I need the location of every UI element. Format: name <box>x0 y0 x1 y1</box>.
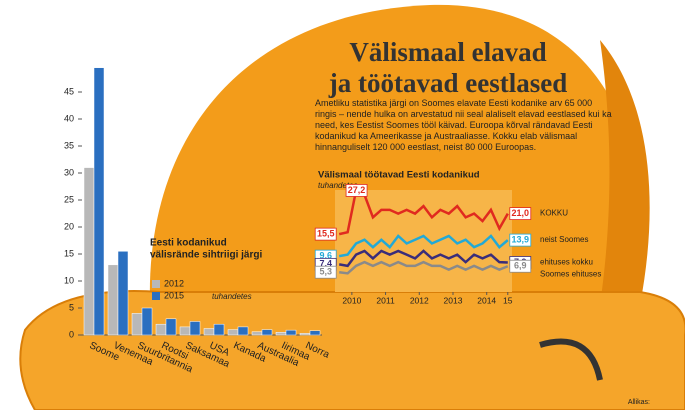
bar <box>107 264 119 336</box>
legend-swatch <box>152 292 160 300</box>
x-tick-label: 2012 <box>410 295 429 305</box>
strap <box>539 338 603 381</box>
value-label: 13,9 <box>512 234 530 244</box>
series-name: ehituses kokku <box>540 258 593 267</box>
source: Allikas: <box>628 399 650 406</box>
y-tick-label: 5 <box>69 302 74 312</box>
title-line: ja töötavad eestlased <box>328 68 567 98</box>
y-tick-label: 40 <box>64 113 74 123</box>
y-tick-label: 15 <box>64 248 74 258</box>
x-tick-label: 2014 <box>477 295 496 305</box>
y-tick-label: 30 <box>64 167 74 177</box>
bar <box>131 313 143 336</box>
bar-chart-subtitle: tuhandetes <box>212 292 252 301</box>
y-tick-label: 35 <box>64 140 74 150</box>
value-label-bg <box>314 265 337 279</box>
bar <box>179 326 191 336</box>
bar <box>165 318 177 336</box>
bar <box>83 167 95 336</box>
y-tick-label: 45 <box>64 86 74 96</box>
series-name: neist Soomes <box>540 235 588 244</box>
value-label: 5,3 <box>319 267 332 277</box>
value-label-bg <box>345 184 368 197</box>
bar <box>261 329 273 336</box>
y-tick-label: 25 <box>64 194 74 204</box>
bar-chart-title: välisrände sihtriigi järgi <box>150 250 262 261</box>
value-label-bg <box>509 259 532 273</box>
bar <box>189 321 201 336</box>
helmet-dome <box>149 4 644 306</box>
line-chart-title: Välismaal töötavad Eesti kodanikud <box>318 170 480 181</box>
bar <box>275 332 287 336</box>
helmet-shade <box>600 40 650 305</box>
bar-chart-title: Eesti kodanikud <box>150 238 227 249</box>
bar <box>93 67 105 336</box>
bar <box>155 323 167 336</box>
line-chart-subtitle: tuhandetes <box>318 181 358 190</box>
value-label: 21,0 <box>512 208 530 218</box>
bar <box>251 331 263 336</box>
bar <box>117 251 129 336</box>
value-label: 15,5 <box>317 229 335 239</box>
title-line: Välismaal elavad <box>349 37 546 67</box>
x-tick-label: 15 <box>503 295 513 305</box>
x-tick-label: 2010 <box>342 295 361 305</box>
line <box>338 234 509 258</box>
intro-text: Ametliku statistika järgi on Soomes elav… <box>315 98 612 152</box>
x-tick-label: 2013 <box>444 295 463 305</box>
bar <box>237 326 249 336</box>
bar <box>227 329 239 336</box>
bar <box>213 323 225 336</box>
value-label: 6,9 <box>514 261 527 271</box>
series-name: KOKKU <box>540 209 568 218</box>
y-tick-label: 20 <box>64 221 74 231</box>
bar <box>309 330 321 336</box>
bar <box>285 329 297 336</box>
intro-box: Ametliku statistika järgi on Soomes elav… <box>315 98 612 152</box>
value-label: 27,2 <box>348 185 366 195</box>
value-label-bg <box>314 227 337 241</box>
value-label: 9,6 <box>319 251 332 261</box>
y-tick-label: 10 <box>64 275 74 285</box>
line <box>338 188 509 236</box>
x-tick-label: 2011 <box>376 295 395 305</box>
series-name: Soomes ehituses <box>540 269 601 278</box>
helmet-brim <box>19 290 685 410</box>
value-label-bg <box>509 207 532 221</box>
bar <box>141 307 153 336</box>
line <box>338 249 508 268</box>
legend-label: 2012 <box>164 278 184 288</box>
legend-swatch <box>152 280 160 288</box>
legend-label: 2015 <box>164 290 184 300</box>
value-label-bg <box>509 233 532 247</box>
bar <box>203 328 215 336</box>
y-tick-label: 0 <box>69 329 74 339</box>
line <box>339 260 509 275</box>
value-label: 7,4 <box>319 259 332 269</box>
bar <box>299 333 311 336</box>
